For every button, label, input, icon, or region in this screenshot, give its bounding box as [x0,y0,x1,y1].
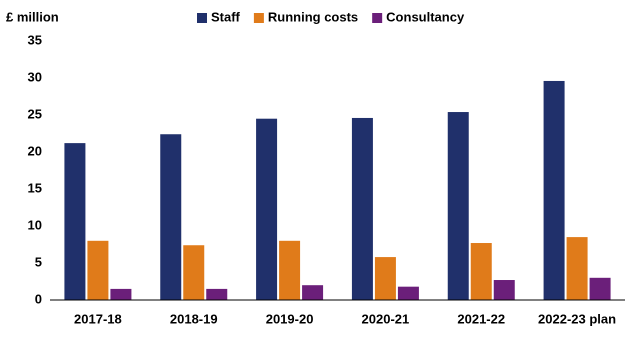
y-tick-label: 15 [28,180,42,195]
y-tick-label: 35 [28,32,42,47]
bar [543,80,565,301]
x-tick-label: 2020-21 [362,311,410,326]
x-tick-label: 2022-23 plan [538,311,616,326]
bar [447,112,469,300]
legend-label: Consultancy [386,9,465,24]
bar [110,288,132,300]
bar [589,277,611,300]
bar [87,240,109,300]
legend-swatch [253,13,264,23]
bar [470,243,492,300]
x-tick-label: 2018-19 [170,311,218,326]
y-tick-label: 20 [28,143,42,158]
bar [351,117,373,301]
y-tick-label: 0 [35,291,42,306]
bar [206,288,228,300]
bar [302,285,324,300]
legend-swatch [372,13,383,23]
y-tick-label: 5 [35,254,42,269]
bar [183,245,205,300]
x-tick-label: 2017-18 [74,311,122,326]
legend-label: Running costs [268,9,358,24]
x-tick-label: 2019-20 [266,311,314,326]
bar [397,286,419,300]
bar [493,280,515,300]
y-tick-label: 30 [28,69,42,84]
bar [566,237,588,300]
legend-label: Staff [211,9,241,24]
bar [160,134,182,300]
bar [374,257,396,300]
legend-swatch [197,13,207,23]
y-axis-label: £ million [6,9,59,24]
bar [256,118,278,300]
y-tick-label: 25 [28,106,42,121]
bar [64,143,86,300]
bar [279,240,301,300]
x-tick-label: 2021-22 [457,311,505,326]
y-tick-label: 10 [28,217,42,232]
